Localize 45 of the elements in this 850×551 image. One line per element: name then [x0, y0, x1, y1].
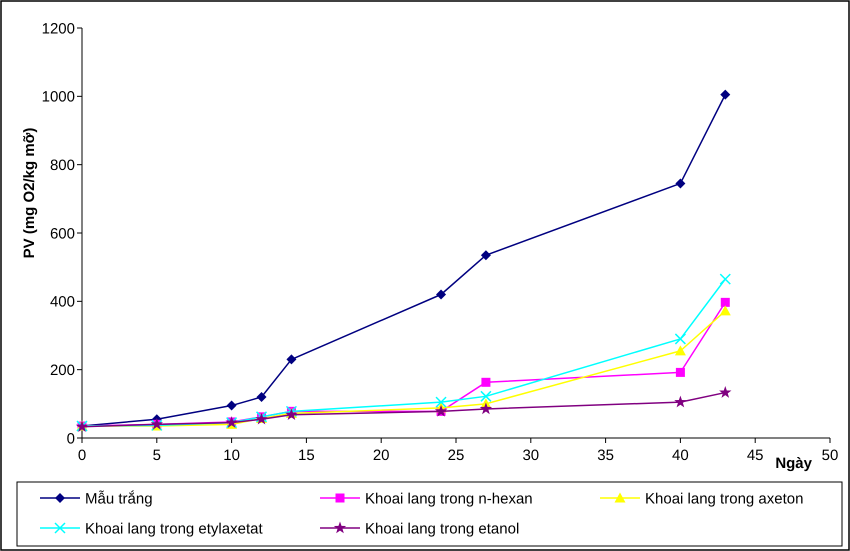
y-tick-label: 1200 [42, 20, 75, 38]
legend-label: Khoai lang trong n-hexan [365, 490, 533, 508]
point [674, 333, 686, 345]
point [286, 354, 296, 364]
point [720, 305, 731, 316]
point [720, 273, 732, 285]
point [480, 390, 492, 402]
x-tick-label: 15 [298, 447, 315, 464]
x-tick-label: 30 [522, 447, 540, 464]
y-tick-label: 200 [50, 362, 75, 379]
point [285, 408, 298, 420]
x-tick-label: 50 [822, 447, 838, 464]
point [674, 345, 686, 356]
point [720, 298, 730, 307]
x-tick-label: 40 [672, 447, 689, 464]
point [480, 402, 492, 414]
y-axis-title: PV (mg O2/kg mỡ) [21, 128, 38, 258]
x-tick-label: 35 [597, 447, 614, 464]
legend-label: Khoai lang trong axeton [645, 490, 804, 508]
y-tick-label: 0 [66, 430, 75, 448]
point [480, 250, 491, 260]
point [481, 378, 490, 387]
point [720, 90, 730, 100]
x-tick-label: 5 [152, 447, 161, 464]
point [436, 290, 446, 300]
y-tick-label: 800 [50, 156, 75, 174]
y-tick-label: 1000 [42, 88, 75, 106]
x-tick-label: 0 [78, 447, 86, 464]
point [226, 400, 237, 411]
point [674, 396, 687, 408]
x-tick-label: 20 [372, 447, 390, 464]
x-tick-label: 45 [746, 447, 764, 464]
point [256, 392, 267, 402]
point [435, 396, 447, 408]
y-tick-label: 400 [50, 294, 75, 311]
point [719, 386, 732, 398]
legend-label: Khoai lang trong etylaxetat [85, 520, 264, 538]
legend-label: Mẫu trắng [85, 489, 153, 508]
x-tick-label: 10 [223, 447, 240, 464]
y-tick-label: 600 [50, 225, 75, 242]
point [675, 178, 686, 188]
point [676, 368, 685, 377]
x-axis-title: Ngày [775, 455, 813, 472]
legend-label: Khoai lang trong etanol [365, 520, 520, 538]
x-tick-label: 25 [448, 447, 464, 464]
